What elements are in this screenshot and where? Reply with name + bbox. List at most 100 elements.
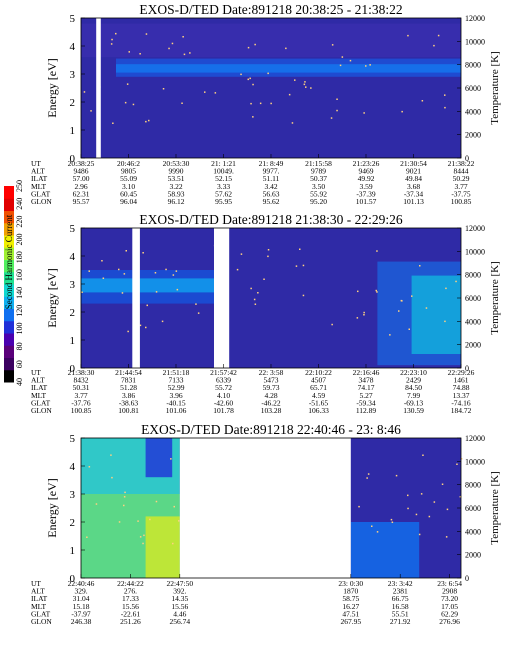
temperature-point (411, 295, 413, 297)
temperature-point (142, 252, 144, 254)
colorbar-tick-label: 160 (15, 269, 24, 281)
table-cell: 100.85 (71, 406, 92, 415)
y-tick-label: 0 (70, 153, 76, 165)
table-cell: 7831 (121, 376, 136, 385)
y-tick-label: 4 (70, 251, 76, 263)
table-cell: 246.38 (71, 617, 92, 626)
table-cell: 9469 (359, 167, 374, 176)
colorbar-swatch (4, 198, 14, 211)
table-cell: -38.63 (119, 398, 139, 407)
table-cell: 62.31 (73, 189, 90, 198)
colorbar-swatch (4, 186, 14, 199)
temperature-point (433, 501, 436, 503)
energy-band (145, 516, 180, 578)
temperature-point (363, 314, 365, 316)
table-cell: 96.04 (120, 197, 137, 206)
table-cell: 55.92 (310, 189, 327, 198)
table-cell: -37.76 (71, 398, 91, 407)
temperature-point (171, 42, 174, 45)
temperature-point (263, 278, 265, 280)
temperature-point (401, 110, 403, 113)
table-cell: 103.28 (261, 406, 282, 415)
temperature-point (302, 264, 305, 267)
table-cell: 9977. (263, 167, 280, 176)
temperature-point (367, 473, 370, 475)
table-cell: 3.96 (169, 391, 182, 400)
table-cell: 49.92 (358, 174, 375, 183)
table-cell: -59.34 (356, 398, 376, 407)
colorbar-swatch (4, 235, 14, 248)
y2-tick-label: 10000 (465, 37, 485, 46)
table-cell: 20:38:25 (68, 159, 95, 168)
table-cell: 21:15:58 (305, 159, 332, 168)
table-row-label: GLAT (31, 398, 51, 407)
table-cell: 3.77 (74, 391, 87, 400)
table-cell: 47.51 (342, 609, 359, 618)
table-cell: 3.42 (264, 182, 277, 191)
temperature-point (137, 520, 139, 522)
colorbar-swatch (4, 284, 14, 297)
y-tick-label: 4 (70, 461, 76, 473)
temperature-point (189, 52, 191, 54)
table-cell: 73.20 (441, 594, 458, 603)
table-cell: 49.84 (405, 174, 422, 183)
table-cell: 21: 1:21 (211, 159, 236, 168)
y2-tick-label: 0 (465, 574, 469, 583)
temperature-point (252, 116, 254, 118)
temperature-point (391, 521, 394, 523)
table-cell: 22:10:22 (305, 368, 332, 377)
table-cell: 22:23:10 (400, 368, 427, 377)
temperature-point (363, 112, 365, 114)
colorbar-swatch (4, 308, 14, 322)
temperature-point (375, 289, 377, 292)
table-cell: 3.10 (122, 182, 135, 191)
temperature-point (395, 474, 398, 477)
temperature-point (148, 119, 150, 122)
temperature-point (95, 503, 98, 505)
temperature-point (118, 521, 121, 523)
table-cell: 52.15 (215, 174, 232, 183)
y-axis-label: Energy [eV] (45, 268, 59, 327)
table-cell: 22:16:46 (353, 368, 380, 377)
colorbar-swatch (4, 271, 14, 285)
temperature-point (110, 43, 113, 45)
y2-tick-label: 8000 (465, 61, 481, 70)
temperature-point (240, 253, 243, 255)
table-cell: 21:51:18 (163, 368, 190, 377)
temperature-point (132, 103, 135, 106)
data-gap (96, 18, 101, 158)
table-cell: 184.72 (451, 406, 472, 415)
temperature-point (389, 334, 391, 336)
temperature-point (172, 542, 174, 545)
temperature-point (407, 34, 409, 37)
temperature-point (240, 73, 242, 76)
table-cell: 95.20 (310, 197, 327, 206)
temperature-point (111, 476, 113, 479)
y2-tick-label: 2000 (465, 131, 481, 140)
temperature-point (331, 44, 334, 46)
y2-tick-label: 6000 (465, 504, 481, 513)
temperature-point (400, 299, 403, 302)
temperature-point (270, 102, 272, 105)
temperature-point (459, 496, 462, 498)
table-row-label: UT (31, 159, 41, 168)
energy-band (116, 64, 461, 73)
temperature-point (421, 100, 424, 102)
y2-tick-label: 8000 (465, 481, 481, 490)
temperature-point (369, 64, 371, 66)
table-cell: 56.63 (263, 189, 280, 198)
table-cell: 62.29 (441, 609, 458, 618)
temperature-point (257, 292, 259, 294)
temperature-point (165, 268, 167, 271)
table-cell: 21:23:26 (353, 159, 380, 168)
temperature-point (445, 287, 447, 290)
temperature-point (398, 310, 400, 312)
table-cell: 23: 6:54 (437, 579, 462, 588)
temperature-point (336, 98, 338, 100)
temperature-point (110, 454, 112, 456)
spectrogram-panel-3: EXOS-D/TED Date:891218 22:40:46 - 23: 8:… (31, 422, 501, 626)
table-cell: 14.35 (171, 594, 188, 603)
table-cell: 9486 (74, 167, 89, 176)
energy-band (81, 278, 214, 293)
table-cell: 4.10 (217, 391, 230, 400)
